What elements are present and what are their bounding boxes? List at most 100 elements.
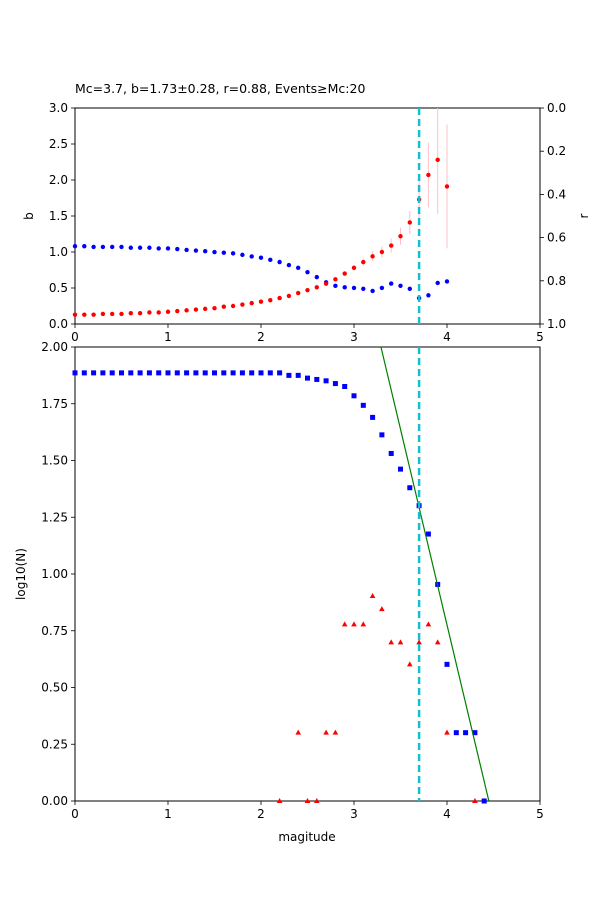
b-value-points <box>72 157 450 317</box>
r-point <box>296 265 301 271</box>
magnitude-axis-label: magitude <box>278 830 335 844</box>
cumulative-point <box>388 450 394 456</box>
y-tick-label: 3.0 <box>49 101 68 115</box>
r-point <box>379 285 385 291</box>
b-point <box>193 307 199 312</box>
b-point <box>323 281 329 286</box>
noncumulative-point <box>425 621 432 627</box>
y-tick-label: 0.5 <box>49 281 68 295</box>
r-point <box>147 245 152 250</box>
cumulative-point <box>249 370 255 376</box>
noncumulative-point <box>434 639 441 645</box>
x-tick-label: 5 <box>536 807 544 821</box>
fit-line <box>380 346 490 802</box>
fmd-ticks: 0 1 2 3 4 5 0.00 0.25 0.50 0.75 1.00 1.25 1.50 1.75 2.… <box>41 340 544 821</box>
b-point <box>72 312 78 317</box>
y2-tick-label: 0.8 <box>547 274 566 288</box>
cumulative-point <box>370 414 376 420</box>
r-point <box>342 285 347 290</box>
b-point <box>361 259 366 265</box>
b-point <box>147 310 152 315</box>
noncumulative-point <box>304 798 311 803</box>
cumulative-point <box>323 378 329 384</box>
cumulative-point <box>184 370 190 376</box>
y2-tick-label: 0.2 <box>547 144 566 158</box>
b-point <box>314 285 319 290</box>
y-tick-label: 1.0 <box>49 245 68 259</box>
b-point <box>230 303 236 309</box>
y-tick-label: 0.50 <box>41 681 68 695</box>
b-point <box>305 287 310 293</box>
y-tick-label: 2.5 <box>49 137 68 151</box>
r-point <box>100 244 106 250</box>
b-point <box>398 233 403 239</box>
r-point <box>91 244 96 250</box>
chart-title: Mc=3.7, b=1.73±0.28, r=0.88, Events≥Mc:2… <box>75 81 365 96</box>
noncumulative-point <box>351 621 357 627</box>
r-point <box>72 244 78 249</box>
b-point <box>212 305 217 311</box>
b-point <box>286 293 292 299</box>
noncumulative-point <box>332 729 339 735</box>
x-tick-label: 4 <box>443 807 451 821</box>
noncumulative-point <box>416 639 422 645</box>
cumulative-point <box>444 661 450 667</box>
cumulative-point <box>351 393 357 399</box>
log10n-axis-label: log10(N) <box>14 548 28 600</box>
r-point <box>361 286 366 291</box>
b-point <box>165 309 171 314</box>
y-tick-label: 1.50 <box>41 454 68 468</box>
b-point <box>370 254 375 259</box>
b-point <box>435 157 440 163</box>
y-tick-label: 1.00 <box>41 567 68 581</box>
cumulative-point <box>221 370 227 376</box>
r-point <box>435 280 440 286</box>
cumulative-point <box>91 370 97 376</box>
b-point <box>184 308 189 313</box>
x-tick-label: 3 <box>350 330 358 344</box>
x-tick-label: 1 <box>164 807 172 821</box>
b-point <box>249 300 254 306</box>
cumulative-point <box>202 370 208 376</box>
r-point <box>193 248 199 253</box>
y-tick-label: 0.0 <box>49 317 68 331</box>
b-point <box>175 308 180 314</box>
b-axis-label: b <box>22 212 36 220</box>
r-point <box>110 244 115 250</box>
noncumulative-point <box>388 639 394 645</box>
y-tick-label: 1.75 <box>41 397 68 411</box>
cumulative-point <box>407 485 413 491</box>
x-tick-label: 0 <box>71 330 79 344</box>
r-point <box>398 283 403 288</box>
b-point <box>258 299 264 304</box>
r-point <box>268 257 273 263</box>
x-tick-label: 5 <box>536 330 544 344</box>
cumulative-point <box>128 370 134 376</box>
r-point <box>370 288 375 294</box>
noncumulative-point <box>276 798 283 803</box>
y-tick-label: 1.5 <box>49 209 68 223</box>
r-point <box>286 262 292 268</box>
b-point <box>119 311 124 317</box>
b-value-ticks: 0 1 2 3 4 5 0.0 0.5 1.0 1.5 2.0 2.5 3.0 0.0 0.2 0.4 0.6 0… <box>49 101 566 344</box>
b-point <box>100 311 106 317</box>
b-point <box>333 277 338 282</box>
r-point <box>389 281 394 286</box>
x-tick-label: 3 <box>350 807 358 821</box>
b-point <box>137 311 143 316</box>
b-point <box>407 220 412 225</box>
cumulative-point <box>137 370 143 376</box>
r-point <box>165 246 171 251</box>
r-point <box>314 274 319 280</box>
r-point <box>137 245 143 250</box>
cumulative-point <box>109 370 115 376</box>
r-point <box>82 244 87 249</box>
b-value-panel: Mc=3.7, b=1.73±0.28, r=0.88, Events≥Mc:2… <box>22 81 591 344</box>
r-point <box>277 259 282 265</box>
noncumulative-point <box>369 593 376 599</box>
r-point <box>203 249 208 254</box>
noncumulative-point <box>379 606 385 612</box>
cumulative-point <box>72 370 78 376</box>
cumulative-point <box>174 370 180 376</box>
b-point <box>277 295 282 301</box>
